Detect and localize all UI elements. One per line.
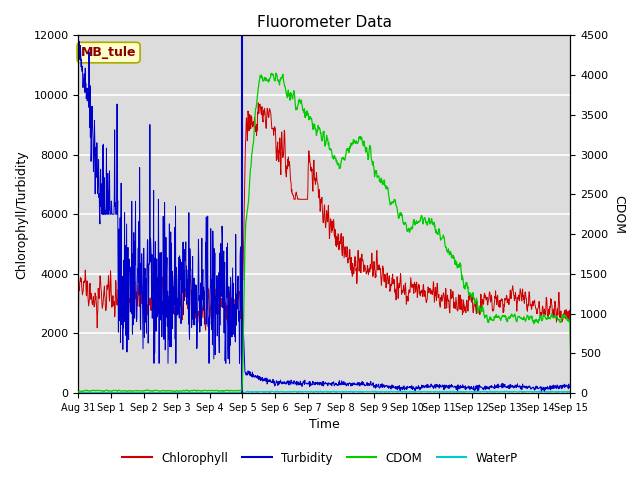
Y-axis label: CDOM: CDOM	[612, 195, 625, 234]
Title: Fluorometer Data: Fluorometer Data	[257, 15, 392, 30]
X-axis label: Time: Time	[309, 419, 340, 432]
Legend: Chlorophyll, Turbidity, CDOM, WaterP: Chlorophyll, Turbidity, CDOM, WaterP	[118, 447, 522, 469]
Text: MB_tule: MB_tule	[81, 46, 136, 59]
Y-axis label: Chlorophyll/Turbidity: Chlorophyll/Turbidity	[15, 150, 28, 278]
